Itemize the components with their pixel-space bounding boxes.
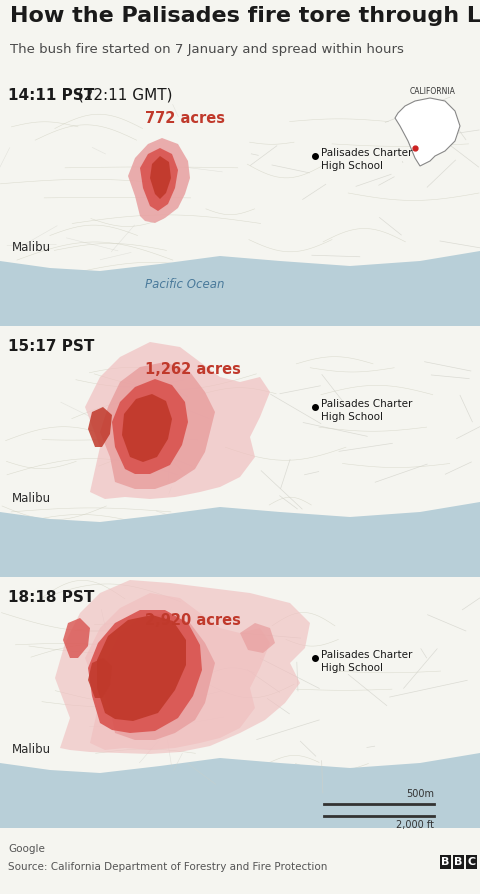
Polygon shape [100,613,215,740]
Text: Malibu: Malibu [12,241,51,254]
Text: CALIFORNIA: CALIFORNIA [410,87,456,96]
Polygon shape [0,502,480,577]
Text: 15:17 PST: 15:17 PST [8,339,95,354]
Polygon shape [240,623,275,653]
Polygon shape [88,610,202,733]
Polygon shape [63,618,90,658]
Polygon shape [85,593,270,750]
Text: 2,920 acres: 2,920 acres [145,613,241,628]
FancyBboxPatch shape [466,855,477,869]
Text: Palisades Charter
High School: Palisades Charter High School [321,399,412,422]
Polygon shape [88,658,112,698]
Polygon shape [85,342,270,499]
Text: (22:11 GMT): (22:11 GMT) [73,88,172,103]
Text: 500m: 500m [406,789,434,799]
Text: Malibu: Malibu [12,743,51,756]
Text: How the Palisades fire tore through LA: How the Palisades fire tore through LA [10,6,480,26]
Text: 14:11 PST: 14:11 PST [8,88,94,103]
Text: Palisades Charter
High School: Palisades Charter High School [321,148,412,171]
Text: Palisades Charter
High School: Palisades Charter High School [321,650,412,673]
Polygon shape [140,148,178,211]
Text: 772 acres: 772 acres [145,111,225,126]
Polygon shape [128,138,190,223]
FancyBboxPatch shape [440,855,451,869]
Text: Google: Google [8,844,45,854]
Polygon shape [150,156,171,199]
Text: Malibu: Malibu [12,492,51,505]
FancyBboxPatch shape [453,855,464,869]
Text: 1,262 acres: 1,262 acres [145,362,241,377]
Polygon shape [100,362,215,489]
Polygon shape [0,753,480,828]
Polygon shape [122,394,172,462]
Text: 2,000 ft: 2,000 ft [396,821,434,831]
Text: The bush fire started on 7 January and spread within hours: The bush fire started on 7 January and s… [10,43,404,56]
Polygon shape [55,580,310,754]
Text: B: B [454,857,463,867]
Text: 18:18 PST: 18:18 PST [8,590,95,605]
Polygon shape [97,615,186,721]
Text: C: C [468,857,476,867]
Polygon shape [112,379,188,474]
Text: B: B [441,857,450,867]
Polygon shape [0,251,480,326]
Text: Source: California Department of Forestry and Fire Protection: Source: California Department of Forestr… [8,862,327,872]
Polygon shape [88,407,112,447]
Text: Pacific Ocean: Pacific Ocean [145,278,225,291]
Polygon shape [395,98,460,166]
